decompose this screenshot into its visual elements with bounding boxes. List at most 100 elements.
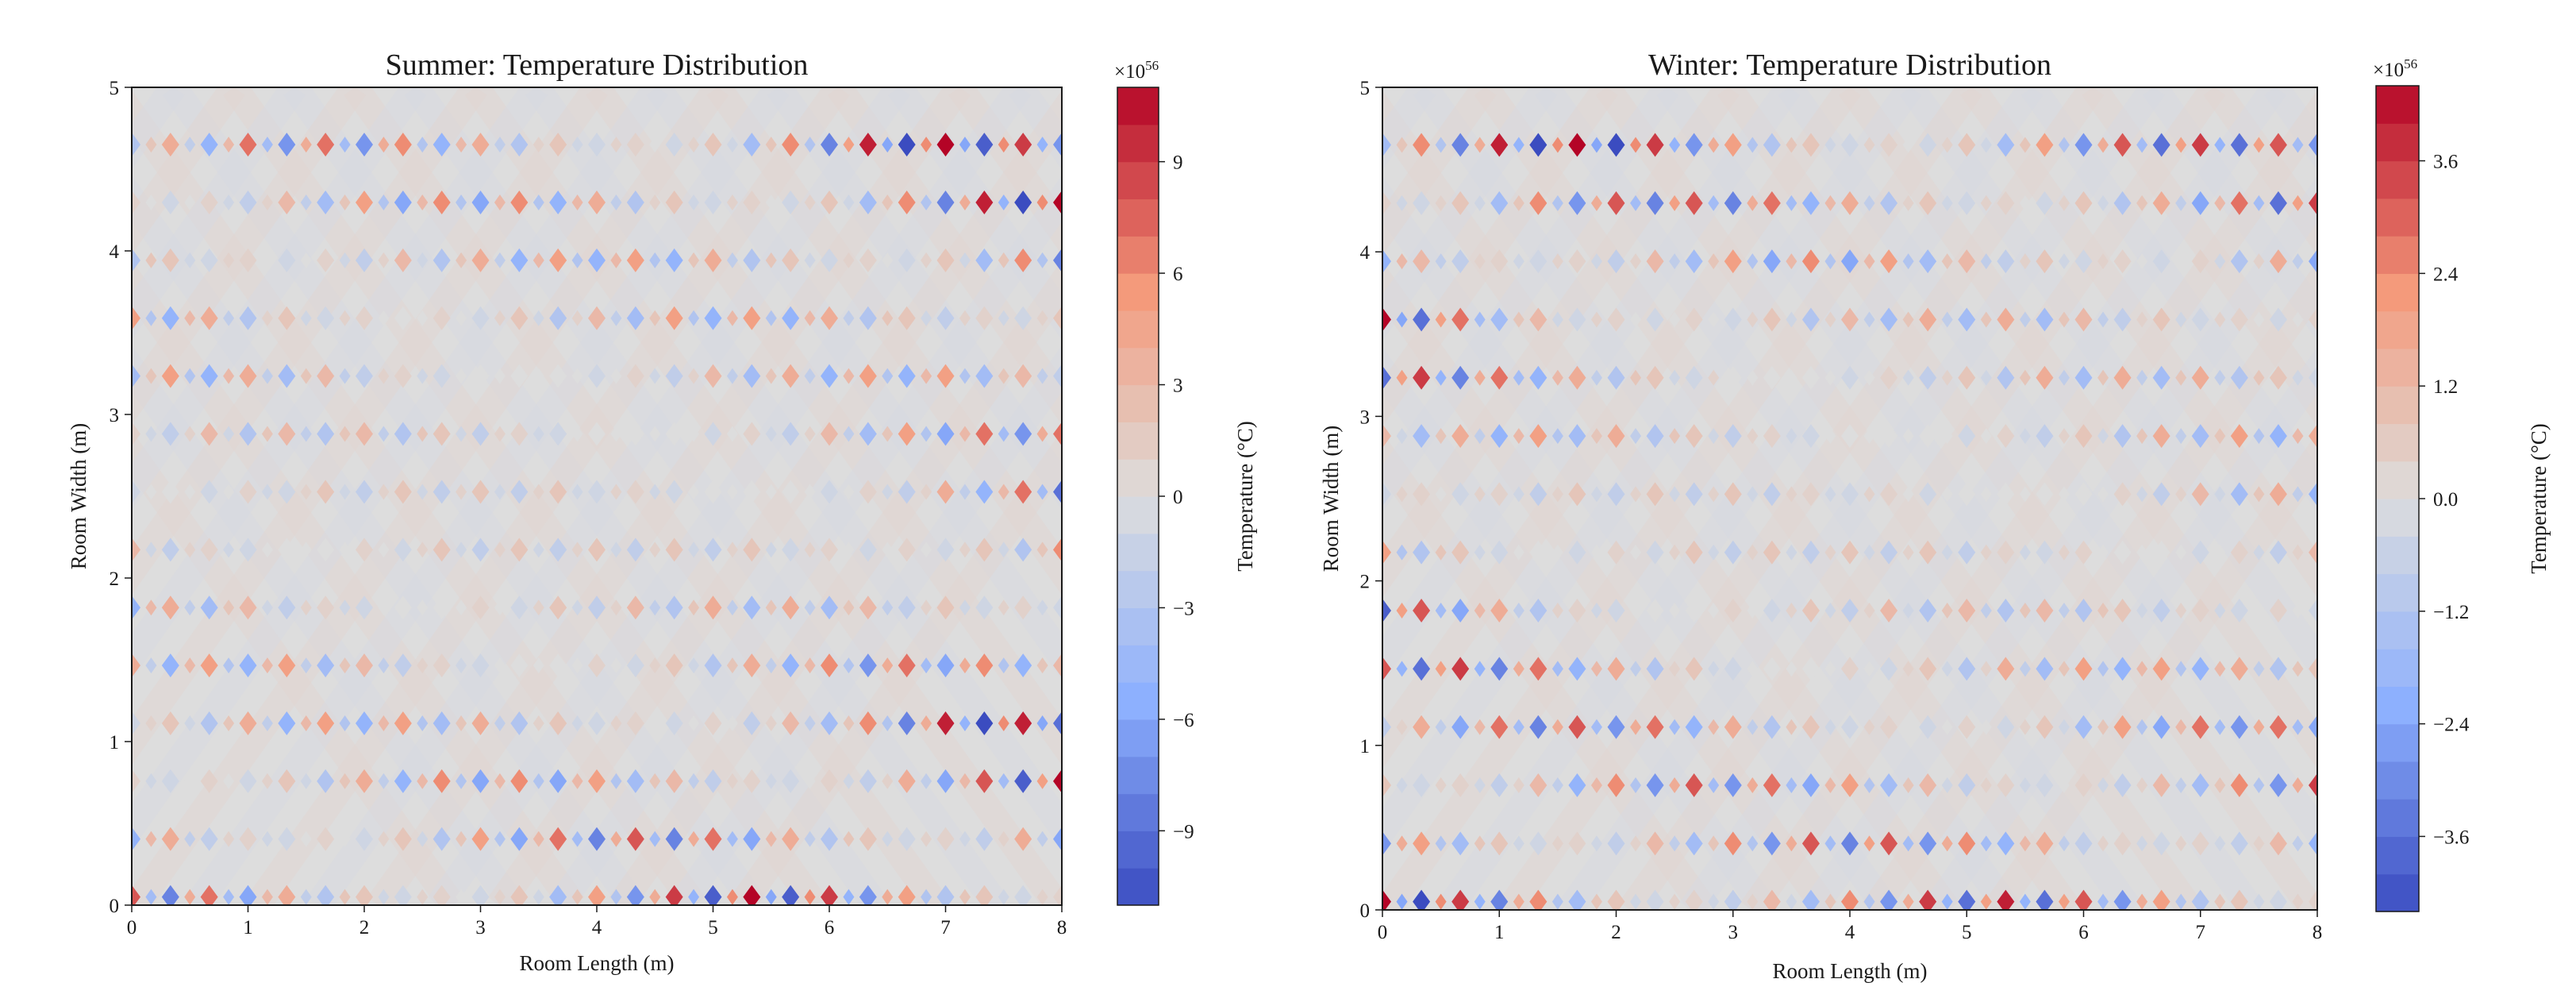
heatmap-cell [1980, 486, 1992, 503]
heatmap-cell [898, 190, 916, 214]
heatmap-cell [1551, 195, 1563, 211]
heatmap-cell [2175, 369, 2187, 386]
heatmap-cell [1382, 831, 1391, 856]
heatmap-cell [1075, 484, 1086, 499]
heatmap-cell [471, 248, 490, 272]
colorbar-tick-label: 6 [1173, 264, 1183, 285]
heatmap-cell [2292, 311, 2304, 328]
heatmap-cell [1529, 831, 1548, 856]
heatmap-cell [843, 137, 855, 153]
heatmap-cell [394, 422, 412, 446]
heatmap-cell [356, 711, 373, 736]
heatmap-cell [1685, 540, 1703, 565]
heatmap-cell [704, 595, 722, 620]
heatmap-cell [998, 426, 1009, 442]
heatmap-cell [649, 368, 661, 384]
colorbar-segment [1117, 198, 1159, 237]
heatmap-cell [936, 190, 955, 214]
heatmap-cell [1880, 540, 1898, 565]
heatmap-cell [549, 884, 567, 905]
heatmap-cell [456, 715, 467, 732]
heatmap-cell [688, 137, 700, 153]
heatmap-cell [665, 827, 683, 851]
heatmap-cell [339, 194, 351, 210]
heatmap-cell [1451, 249, 1470, 274]
colorbar-segment [2376, 236, 2419, 274]
heatmap-cell [2019, 661, 2031, 677]
heatmap-cell [1396, 428, 1408, 445]
heatmap-cell [1053, 827, 1062, 851]
heatmap-cell [665, 133, 683, 157]
heatmap-cell [1630, 369, 1642, 386]
heatmap-cell [300, 310, 312, 326]
heatmap-cell [765, 657, 777, 674]
heatmap-cell [145, 310, 157, 326]
heatmap-cell [433, 364, 451, 388]
heatmap-cell [1490, 482, 1509, 507]
heatmap-cell [1435, 486, 1447, 503]
heatmap-cell [1724, 482, 1742, 507]
heatmap-cell [2019, 311, 2031, 328]
heatmap-cell [1451, 715, 1470, 739]
heatmap-cell [1075, 831, 1086, 847]
heatmap-cell [726, 194, 738, 210]
heatmap-cell [394, 306, 412, 330]
heatmap-cell [2309, 773, 2317, 798]
heatmap-cell [1863, 311, 1875, 328]
heatmap-cell [394, 884, 412, 905]
heatmap-cell [765, 599, 777, 616]
heatmap-cell [1451, 540, 1470, 565]
heatmap-cell [2097, 893, 2109, 910]
heatmap-cell [843, 888, 855, 905]
heatmap-cell [494, 541, 506, 558]
heatmap-cell [2253, 835, 2265, 852]
heatmap-cell [1568, 889, 1586, 910]
heatmap-cell [610, 310, 622, 326]
heatmap-cell [1413, 133, 1431, 157]
heatmap-cell [1590, 661, 1602, 677]
heatmap-cell [571, 252, 583, 268]
heatmap-cell [184, 310, 196, 326]
heatmap-cell [317, 133, 335, 157]
heatmap-cell [936, 306, 955, 330]
heatmap-band [729, 430, 1062, 905]
colorbar-segment [1117, 570, 1159, 609]
heatmap-band [1382, 87, 1982, 910]
heatmap-cell [1075, 773, 1086, 789]
heatmap-cell [688, 426, 700, 442]
heatmap-cell [2113, 249, 2132, 274]
colorbar-tick-label: −1.2 [2433, 602, 2469, 623]
heatmap-cell [1747, 661, 1759, 677]
winter-chart-title: Winter: Temperature Distribution [1648, 48, 2051, 82]
heatmap-cell [1568, 715, 1586, 739]
heatmap-cell [936, 595, 955, 620]
heatmap-cell [339, 657, 351, 674]
heatmap-cell [1607, 133, 1625, 157]
heatmap-cell [1490, 831, 1509, 856]
heatmap-cell [1529, 249, 1548, 274]
heatmap-cell [2074, 191, 2093, 215]
heatmap-cell [898, 480, 916, 504]
heatmap-cell [1630, 893, 1642, 910]
heatmap-cell [2136, 603, 2148, 619]
heatmap-cell [2152, 599, 2170, 623]
heatmap-cell [2058, 661, 2070, 677]
heatmap-cell [804, 599, 816, 616]
heatmap-cell [317, 248, 335, 272]
heatmap-cell [743, 653, 761, 678]
heatmap-cell [2214, 486, 2226, 503]
heatmap-cell [145, 194, 157, 210]
heatmap-cell [2058, 835, 2070, 852]
heatmap-cell [688, 888, 700, 905]
x-tick-label: 0 [1378, 922, 1388, 943]
heatmap-cell [161, 364, 179, 388]
heatmap-cell [2136, 369, 2148, 386]
heatmap-cell [1529, 191, 1548, 215]
heatmap-cell [1413, 307, 1431, 332]
x-tick-label: 3 [475, 917, 486, 938]
heatmap-cell [1980, 137, 1992, 153]
heatmap-cell [2253, 369, 2265, 386]
heatmap-cell [378, 137, 390, 153]
heatmap-cell [510, 595, 529, 620]
